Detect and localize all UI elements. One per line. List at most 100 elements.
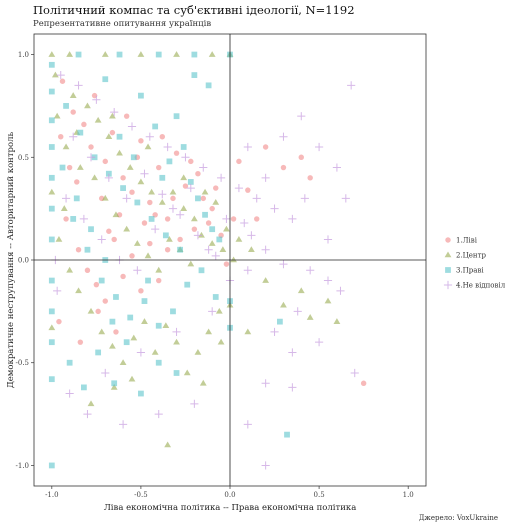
point-4-47: [79, 214, 88, 223]
point-2-57: [91, 174, 98, 181]
point-2-63: [155, 266, 163, 273]
legend-label: 2.Центр: [456, 252, 486, 260]
point-1-13: [173, 150, 180, 156]
point-4-45: [243, 266, 252, 275]
point-3-37: [141, 298, 148, 304]
point-4-23: [279, 260, 288, 269]
point-1-19: [236, 158, 242, 165]
point-2-26: [280, 301, 287, 308]
point-1-2: [70, 109, 76, 115]
point-4-18: [297, 112, 306, 121]
point-2-48: [164, 441, 172, 448]
point-2-54: [244, 328, 252, 335]
point-2-42: [173, 338, 180, 345]
point-3-45: [138, 390, 144, 397]
point-3-32: [70, 216, 77, 222]
point-4-55: [222, 214, 231, 223]
point-3-40: [184, 281, 191, 288]
point-3-23: [134, 199, 141, 206]
point-2-72: [109, 112, 116, 119]
point-3-60: [116, 133, 123, 140]
point-2-4: [137, 51, 145, 57]
point-2-56: [76, 164, 84, 170]
point-4-33: [261, 461, 270, 470]
point-3-65: [202, 211, 208, 218]
point-4-63: [176, 210, 185, 219]
point-3-18: [63, 103, 69, 109]
legend-label: 4.Не відповіли: [456, 282, 505, 290]
point-3-56: [59, 164, 66, 171]
point-4-68: [53, 286, 62, 295]
point-2-46: [215, 307, 223, 314]
point-2-28: [306, 314, 314, 320]
point-4-15: [315, 142, 324, 152]
point-4-22: [261, 245, 270, 254]
point-2-37: [119, 359, 127, 366]
point-1-3: [81, 121, 87, 128]
point-3-64: [187, 179, 194, 185]
point-4-17: [341, 194, 350, 203]
x-axis-label: Ліва економічна політика -- Права економ…: [104, 503, 357, 513]
point-2-50: [110, 383, 118, 390]
point-2-68: [208, 240, 216, 246]
point-3-69: [95, 349, 102, 356]
point-4-14: [288, 214, 297, 223]
point-2-35: [98, 328, 106, 335]
point-1-12: [164, 216, 171, 222]
point-3-10: [48, 339, 55, 346]
point-1-14: [182, 183, 189, 189]
point-2-14: [137, 178, 145, 185]
point-1-4: [88, 144, 94, 150]
point-2-38: [130, 334, 138, 341]
point-4-60: [122, 194, 131, 203]
point-2-2: [66, 51, 74, 57]
point-1-23: [280, 164, 287, 171]
point-2-19: [190, 215, 198, 222]
point-2-24: [247, 246, 255, 253]
point-1-7: [120, 175, 126, 181]
point-4-65: [211, 251, 220, 260]
point-1-9: [138, 138, 144, 144]
point-1-20: [245, 187, 251, 193]
y-tick-label: 1.0: [18, 51, 29, 59]
point-3-58: [88, 226, 94, 233]
point-3-9: [48, 308, 55, 315]
point-2-52: [199, 379, 207, 386]
point-3-38: [155, 322, 162, 329]
point-3-28: [205, 82, 212, 89]
caption: Джерело: VoxUkraine: [419, 514, 498, 522]
point-4-38: [83, 410, 92, 419]
point-3-49: [145, 277, 151, 284]
point-1-16: [200, 195, 206, 202]
point-1-21: [254, 216, 260, 222]
point-1-37: [156, 277, 162, 284]
point-4-19: [279, 132, 288, 141]
point-2-51: [128, 375, 136, 382]
point-2-20: [201, 188, 209, 195]
point-3-7: [48, 236, 55, 243]
point-3-57: [73, 195, 80, 202]
point-2-40: [151, 348, 159, 355]
point-2-36: [109, 342, 116, 349]
point-1-24: [298, 154, 304, 160]
point-2-29: [324, 297, 332, 304]
point-4-72: [347, 81, 356, 90]
point-2-70: [230, 256, 237, 263]
point-2-10: [94, 116, 102, 123]
point-1-56: [205, 220, 212, 226]
legend: 1.Ліві 2.Центр 3.Праві 4.Не відповіли: [443, 237, 505, 290]
point-3-29: [173, 113, 180, 120]
point-3-24: [148, 216, 155, 222]
point-3-21: [105, 170, 112, 177]
point-2-78: [60, 205, 68, 211]
point-4-24: [306, 266, 315, 275]
legend-label: 1.Ліві: [456, 237, 478, 245]
point-1-1: [59, 78, 66, 84]
point-1-6: [109, 129, 116, 136]
point-2-74: [180, 174, 188, 181]
point-4-27: [270, 327, 279, 336]
point-2-30: [333, 318, 341, 324]
legend-label: 3.Праві: [456, 267, 484, 275]
point-2-15: [148, 188, 155, 195]
point-4-51: [151, 225, 160, 234]
